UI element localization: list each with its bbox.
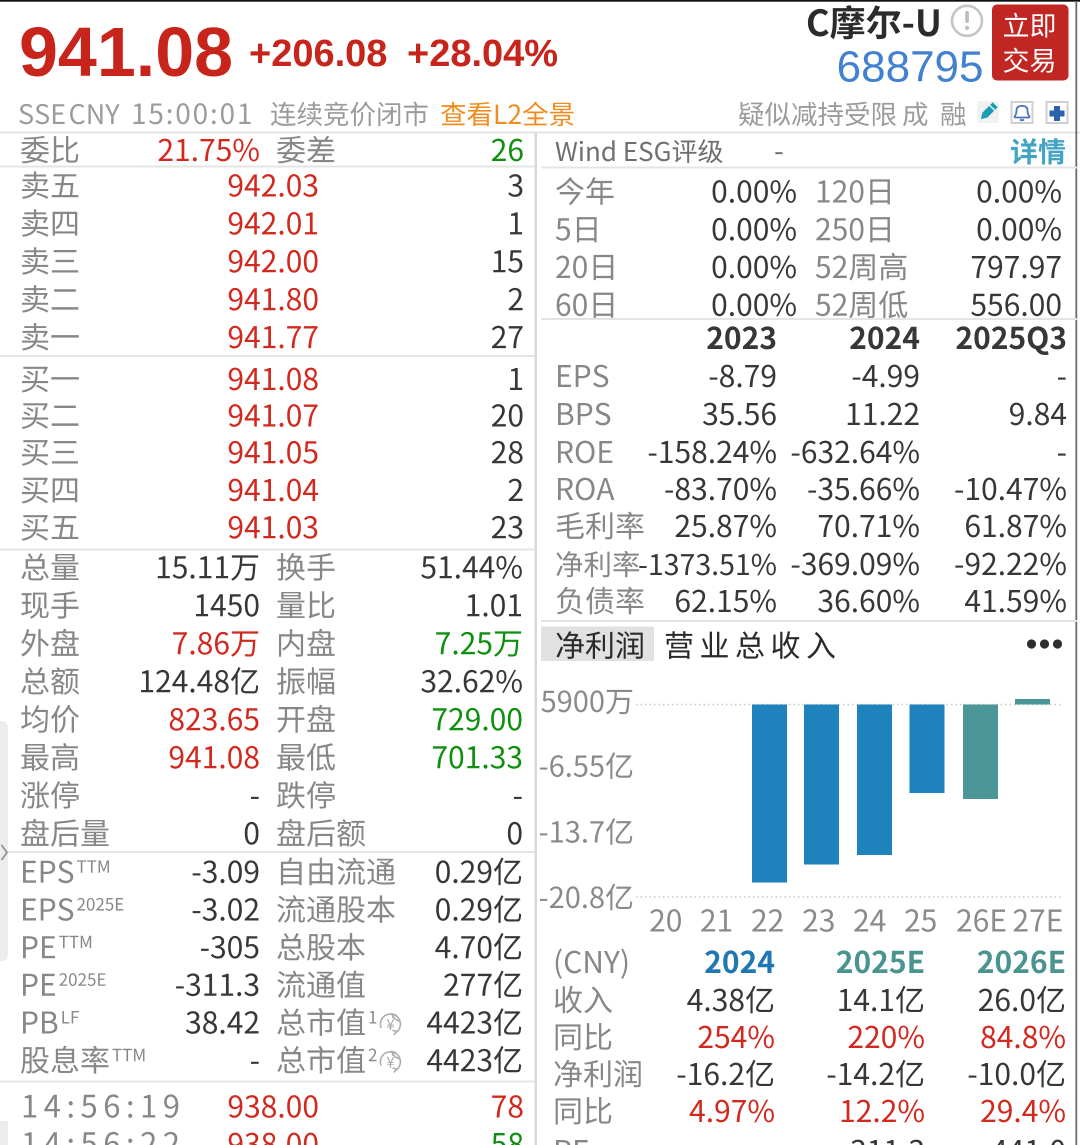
- svg-text:688795: 688795: [837, 43, 984, 92]
- svg-text:+206.08: +206.08: [249, 33, 387, 75]
- svg-text:+28.04%: +28.04%: [407, 33, 558, 75]
- svg-text:941.08: 941.08: [19, 13, 233, 91]
